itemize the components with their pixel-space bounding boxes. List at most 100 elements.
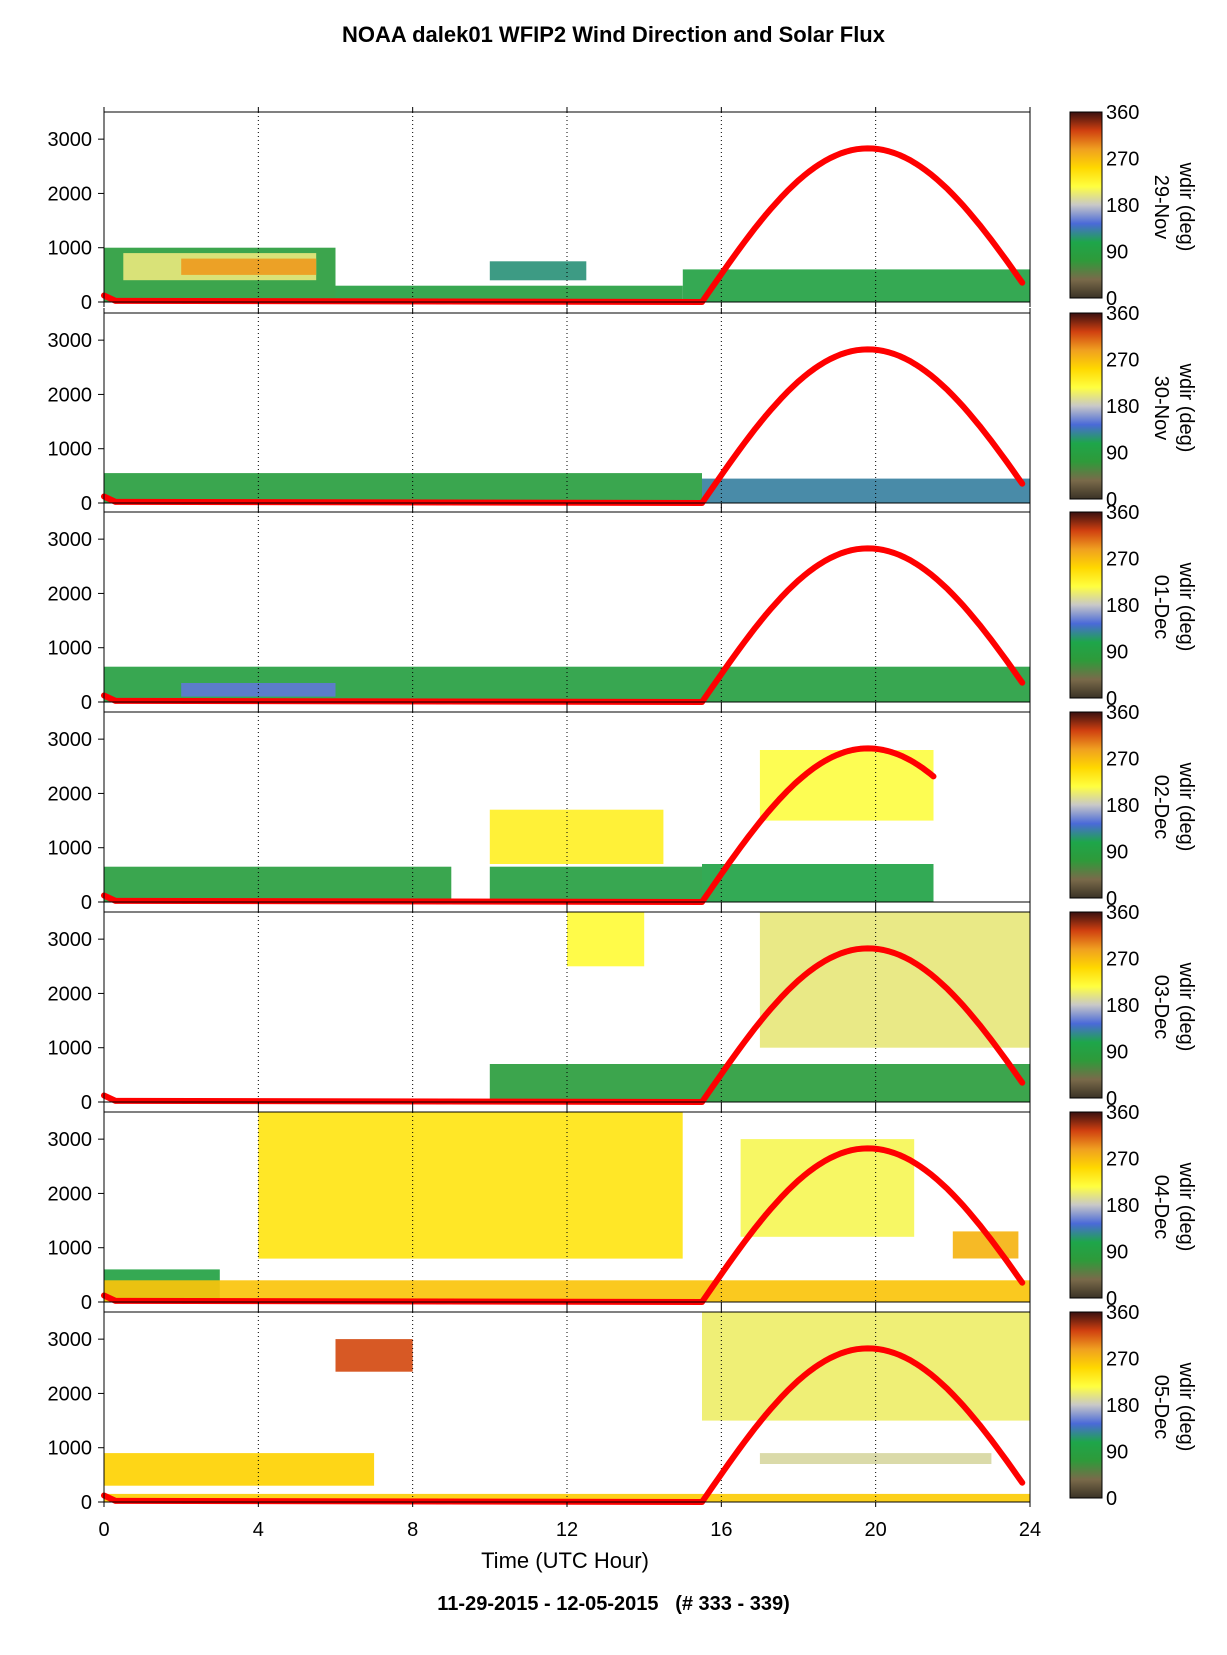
date-range-footer: 11-29-2015 - 12-05-2015 (# 333 - 339) [437,1593,790,1615]
heatmap-region [702,864,934,902]
heatmap-region [489,866,702,902]
colorbar-tick-label: 90 [1106,242,1128,264]
y-tick-label: 0 [81,1292,92,1314]
x-tick-label: 4 [253,1519,264,1541]
heatmap-region [335,285,683,302]
heatmap-region [489,261,587,281]
colorbar-label: wdir (deg) [1175,1162,1197,1252]
heatmap-region [759,1453,992,1464]
colorbar-tick-label: 360 [1106,502,1139,524]
colorbar-tick-label: 270 [1106,1149,1139,1171]
colorbar-tick-label: 360 [1106,1102,1139,1124]
colorbar-tick-label: 360 [1106,902,1139,924]
colorbar-tick-label: 270 [1106,949,1139,971]
y-tick-label: 1000 [48,439,93,461]
colorbar [1069,511,1103,699]
colorbar-tick-label: 180 [1106,1395,1139,1417]
y-tick-label: 2000 [48,583,93,605]
heatmap-region [181,258,317,275]
colorbar-label: wdir (deg) [1175,1362,1197,1452]
colorbar-label: wdir (deg) [1175,162,1197,252]
x-tick-label: 20 [865,1519,887,1541]
colorbar-tick-label: 0 [1106,688,1117,710]
y-tick-label: 1000 [48,1238,93,1260]
solar-flux-line [101,1145,1026,1305]
colorbar-tick-label: 180 [1106,1195,1139,1217]
y-tick-label: 1000 [48,838,93,860]
colorbar [1069,1311,1103,1499]
colorbar-tick-label: 90 [1106,1442,1128,1464]
panel-03-Dec: 0 1000 2000 3000 0 90 180 270 360 wdir (deg)03-De… [48,902,1198,1114]
x-tick-label: 8 [407,1519,418,1541]
heatmap-region [759,912,1030,1048]
heatmap-region [258,1112,683,1259]
y-tick-label: 1000 [48,638,93,660]
colorbar-tick-label: 360 [1106,303,1139,325]
colorbar-tick-label: 0 [1106,1088,1117,1110]
y-tick-label: 0 [81,892,92,914]
heatmap-region [104,866,452,902]
heatmap-region [682,269,1031,302]
colorbar-tick-label: 270 [1106,1349,1139,1371]
panel-date-label: 29-Nov [1150,175,1172,239]
panel-date-label: 04-Dec [1150,1175,1172,1239]
y-tick-label: 2000 [48,783,93,805]
colorbar-tick-label: 180 [1106,195,1139,217]
y-tick-label: 1000 [48,238,93,260]
colorbar [1069,711,1103,899]
heatmap-region [104,1453,375,1486]
colorbar [1069,111,1103,299]
colorbar-tick-label: 0 [1106,1288,1117,1310]
heatmap-region [702,478,1030,503]
solar-flux-line [101,346,1026,506]
panel-date-label: 01-Dec [1150,575,1172,639]
y-tick-label: 3000 [48,129,93,151]
colorbar-tick-label: 90 [1106,1242,1128,1264]
panel-30-Nov: 0 1000 2000 3000 0 90 180 270 360 wdir (deg)30-No… [48,303,1198,515]
colorbar-tick-label: 0 [1106,288,1117,310]
heatmap-region [104,473,702,503]
x-axis-label: Time (UTC Hour) [481,1548,649,1573]
y-tick-label: 3000 [48,1129,93,1151]
colorbar-tick-label: 180 [1106,995,1139,1017]
y-tick-label: 1000 [48,1038,93,1060]
colorbar-tick-label: 180 [1106,795,1139,817]
panel-date-label: 03-Dec [1150,975,1172,1039]
y-tick-label: 2000 [48,1383,93,1405]
colorbar [1069,1111,1103,1299]
colorbar-tick-label: 360 [1106,102,1139,124]
heatmap-region [104,1493,1030,1502]
y-tick-label: 2000 [48,1183,93,1205]
panel-02-Dec: 0 1000 2000 3000 0 90 180 270 360 wdir (deg)02-De… [48,702,1198,914]
colorbar-label: wdir (deg) [1175,363,1197,453]
colorbar-label: wdir (deg) [1175,962,1197,1052]
chart-title: NOAA dalek01 WFIP2 Wind Direction and So… [342,22,885,47]
panel-29-Nov: 0 1000 2000 3000 0 90 180 270 360 wdir (deg)29-No… [48,102,1198,314]
y-tick-label: 2000 [48,384,93,406]
y-tick-label: 3000 [48,729,93,751]
panel-04-Dec: 0 1000 2000 3000 0 90 180 270 360 wdir (deg)04-De… [48,1102,1198,1314]
colorbar-label: wdir (deg) [1175,562,1197,652]
colorbar-tick-label: 270 [1106,149,1139,171]
colorbar-tick-label: 90 [1106,842,1128,864]
colorbar-tick-label: 360 [1106,1302,1139,1324]
colorbar-tick-label: 0 [1106,489,1117,511]
y-tick-label: 3000 [48,929,93,951]
solar-flux-line [101,545,1026,705]
solar-flux-line [101,145,1026,305]
y-tick-label: 2000 [48,983,93,1005]
colorbar [1069,312,1103,500]
y-tick-label: 0 [81,1092,92,1114]
colorbar-tick-label: 180 [1106,595,1139,617]
x-tick-label: 24 [1019,1519,1041,1541]
panel-01-Dec: 0 1000 2000 3000 0 90 180 270 360 wdir (deg)01-De… [48,502,1198,714]
solar-flux-line [101,945,1026,1105]
panel-date-label: 30-Nov [1150,376,1172,440]
x-tick-label: 16 [710,1519,732,1541]
colorbar-tick-label: 360 [1106,702,1139,724]
heatmap-region [181,683,336,697]
panel-date-label: 05-Dec [1150,1375,1172,1439]
heatmap-region [489,809,664,864]
colorbar-tick-label: 90 [1106,443,1128,465]
